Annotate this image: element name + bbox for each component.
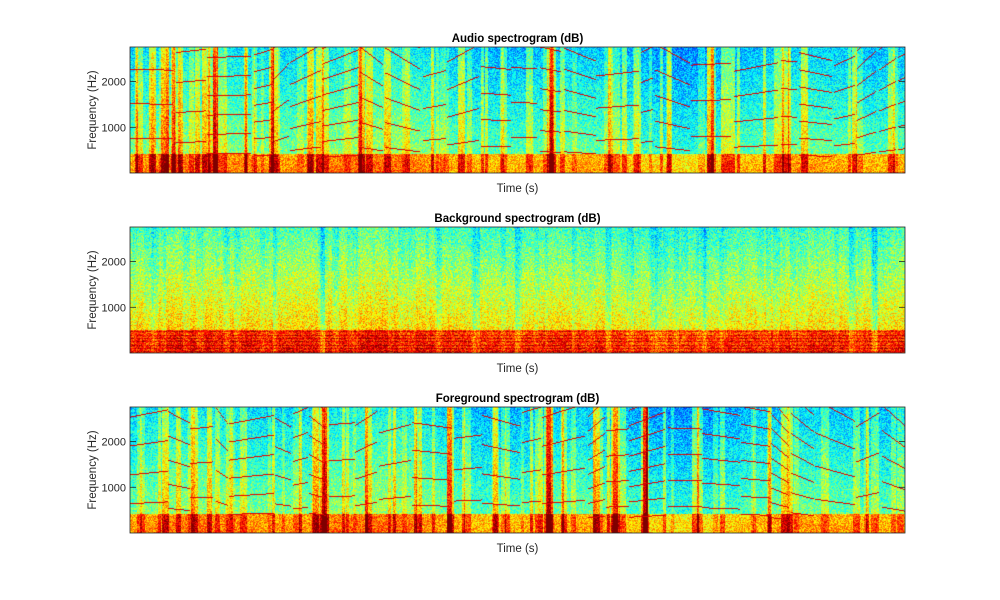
foreground-spectrogram-image <box>130 407 905 533</box>
background-ytick-label: 2000 <box>102 257 126 269</box>
foreground-axes-frame <box>129 406 906 534</box>
background-spectrogram-image <box>130 227 905 353</box>
audio-ytick-label: 2000 <box>102 77 126 89</box>
audio-y-axis-label: Frequency (Hz) <box>87 70 99 149</box>
background-y-axis-label: Frequency (Hz) <box>87 250 99 329</box>
background-axes-frame <box>129 226 906 354</box>
foreground-ytick-label: 2000 <box>102 437 126 449</box>
background-spectrogram-panel: Background spectrogram (dB) Time (s) Frequ… <box>87 213 906 375</box>
audio-spectrogram-panel: Audio spectrogram (dB) Time (s) Frequency … <box>87 33 906 195</box>
foreground-chart-title: Foreground spectrogram (dB) <box>436 393 600 405</box>
foreground-spectrogram-panel: Foreground spectrogram (dB) Time (s) Frequ… <box>87 393 906 555</box>
foreground-y-axis-label: Frequency (Hz) <box>87 430 99 509</box>
audio-spectrogram-image <box>130 47 905 173</box>
audio-x-axis-label: Time (s) <box>497 183 539 195</box>
background-x-axis-label: Time (s) <box>497 363 539 375</box>
audio-axes-frame <box>129 46 906 174</box>
background-ytick-label: 1000 <box>102 302 126 314</box>
foreground-x-axis-label: Time (s) <box>497 543 539 555</box>
background-chart-title: Background spectrogram (dB) <box>434 213 600 225</box>
audio-ytick-label: 1000 <box>102 122 126 134</box>
foreground-ytick-label: 1000 <box>102 482 126 494</box>
audio-chart-title: Audio spectrogram (dB) <box>452 33 584 45</box>
